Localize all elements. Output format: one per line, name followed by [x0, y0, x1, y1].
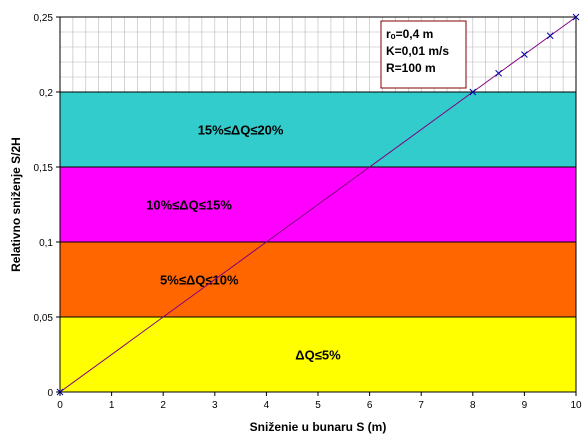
data-point [521, 51, 528, 58]
x-tick-label: 0 [57, 400, 63, 411]
x-tick-labels: 0 1 2 3 4 5 6 7 8 9 10 [57, 400, 582, 411]
legend-line: R=100 m [386, 61, 436, 75]
y-tick-labels: 0 0,05 0,1 0,15 0,2 0,25 [34, 13, 54, 399]
y-tick-label: 0,25 [34, 13, 54, 24]
y-tick-label: 0,15 [34, 163, 54, 174]
data-point-marker [521, 51, 528, 58]
band [59, 91, 577, 168]
axes [56, 16, 577, 396]
x-tick-label: 1 [109, 400, 115, 411]
x-axis-title: Sniženie u bunaru S (m) [250, 420, 387, 434]
series-line [59, 16, 577, 393]
band-label: 5%≤ΔQ≤10% [160, 273, 239, 288]
x-tick-label: 4 [264, 400, 270, 411]
y-tick-label: 0 [47, 388, 53, 399]
data-point-marker [469, 88, 477, 96]
data-point [469, 88, 477, 96]
data-point-marker [495, 69, 502, 77]
band-label: ΔQ≤5% [295, 348, 341, 363]
x-tick-label: 2 [160, 400, 166, 411]
bands: ΔQ≤5% 5%≤ΔQ≤10% 10%≤ΔQ≤15% 15%≤ΔQ≤20% [59, 91, 577, 393]
parameter-legend: rₒ=0,4 m K=0,01 m/s R=100 m [380, 20, 467, 89]
data-point [495, 69, 502, 77]
x-tick-label: 10 [570, 400, 582, 411]
y-axis-title: Relativno sniženje S/2H [9, 137, 23, 272]
legend-box [380, 20, 467, 89]
data-point [572, 13, 580, 21]
x-tick-label: 6 [367, 400, 373, 411]
x-tick-label: 7 [418, 400, 424, 411]
data-point-marker [572, 13, 580, 21]
y-tick-label: 0,1 [39, 238, 53, 249]
y-tick-label: 0,2 [39, 88, 53, 99]
series [56, 13, 580, 396]
data-point [546, 32, 554, 40]
x-tick-label: 9 [522, 400, 528, 411]
x-tick-label: 3 [212, 400, 218, 411]
data-point-marker [546, 32, 554, 40]
x-tick-label: 8 [470, 400, 476, 411]
band-label: 15%≤ΔQ≤20% [198, 123, 284, 138]
legend-line: rₒ=0,4 m [386, 27, 433, 41]
band [59, 241, 577, 318]
x-tick-label: 5 [315, 400, 321, 411]
legend-line: K=0,01 m/s [386, 44, 449, 58]
band-label: 10%≤ΔQ≤15% [146, 198, 232, 213]
y-tick-label: 0,05 [34, 313, 54, 324]
